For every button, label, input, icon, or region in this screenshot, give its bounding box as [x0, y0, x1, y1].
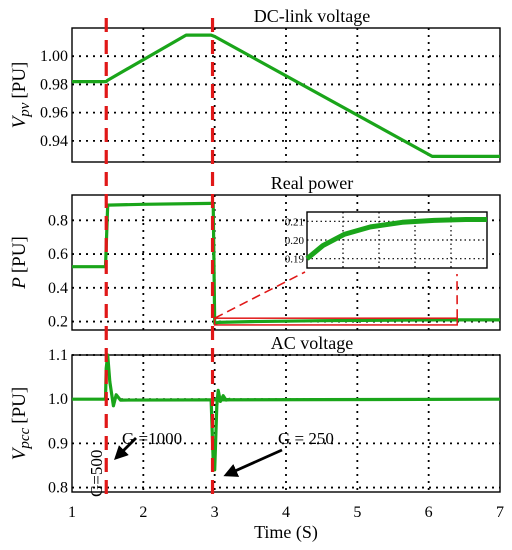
- x-tick-label: 2: [139, 504, 147, 521]
- y-tick-label: 0.4: [48, 280, 68, 297]
- y-axis-symbol: V: [9, 446, 30, 460]
- y-tick-label: 0.96: [40, 105, 68, 122]
- y-tick-label: 1.1: [48, 347, 68, 364]
- y-axis-subscript: pv: [17, 102, 33, 118]
- panel-title: DC-link voltage: [254, 6, 370, 26]
- x-tick-label: 3: [211, 504, 219, 521]
- annotations: G=500 G =1000 G = 250: [87, 429, 334, 497]
- zoom-connector-left: [214, 271, 306, 319]
- inset-y-tick-label: 0.19: [285, 254, 305, 266]
- inset-series-line: [305, 217, 487, 261]
- annotation-g250: G = 250: [278, 429, 334, 448]
- zoom-region-box: [213, 317, 458, 326]
- annotation-g1000: G =1000: [122, 429, 182, 448]
- panel-3: 0.8 0.9 1.0 1.1 AC voltage Vpcc [PU]: [9, 333, 501, 497]
- y-axis-unit: [PU]: [9, 387, 30, 424]
- x-tick-label: 1: [68, 504, 76, 521]
- x-tick-label: 6: [425, 504, 433, 521]
- x-axis-label: Time (S): [254, 522, 318, 543]
- y-axis-unit: [PU]: [9, 236, 30, 273]
- inset-y-tick-label: 0.20: [285, 235, 305, 247]
- panel-1: 0.94 0.96 0.98 1.00 DC-link voltage Vpv [PU]: [9, 6, 501, 163]
- y-axis-symbol: V: [9, 114, 30, 128]
- arrow-g1000: [114, 437, 137, 460]
- panel-title: AC voltage: [271, 333, 354, 353]
- panel-title: Real power: [271, 173, 353, 193]
- x-tick-label: 4: [282, 504, 290, 521]
- series-line: [72, 33, 500, 158]
- plot-frame: [71, 354, 501, 493]
- y-axis-symbol: P: [9, 277, 30, 290]
- y-tick-label: 0.8: [48, 212, 68, 229]
- y-tick-label: 0.9: [48, 435, 68, 452]
- y-tick-label: 1.00: [40, 48, 68, 65]
- x-tick-label: 5: [353, 504, 361, 521]
- y-tick-label: 0.94: [40, 133, 68, 150]
- y-tick-label: 0.8: [48, 480, 68, 497]
- arrow-g250: [223, 448, 283, 477]
- y-tick-label: 0.98: [40, 76, 68, 93]
- y-tick-label: 1.0: [48, 391, 68, 408]
- annotation-g500: G=500: [87, 450, 106, 497]
- zoom-inset: 0.19 0.20 0.21: [213, 211, 488, 326]
- y-tick-label: 0.2: [48, 314, 68, 331]
- y-axis-label: P [PU]: [9, 236, 30, 290]
- y-tick-label: 0.6: [48, 246, 68, 263]
- y-axis-label: Vpcc [PU]: [9, 387, 33, 460]
- x-tick-label: 7: [496, 504, 504, 521]
- y-axis-subscript: pcc: [17, 427, 33, 449]
- inset-y-tick-label: 0.21: [285, 216, 304, 228]
- y-axis-unit: [PU]: [9, 62, 30, 99]
- y-axis-label: Vpv [PU]: [9, 62, 33, 129]
